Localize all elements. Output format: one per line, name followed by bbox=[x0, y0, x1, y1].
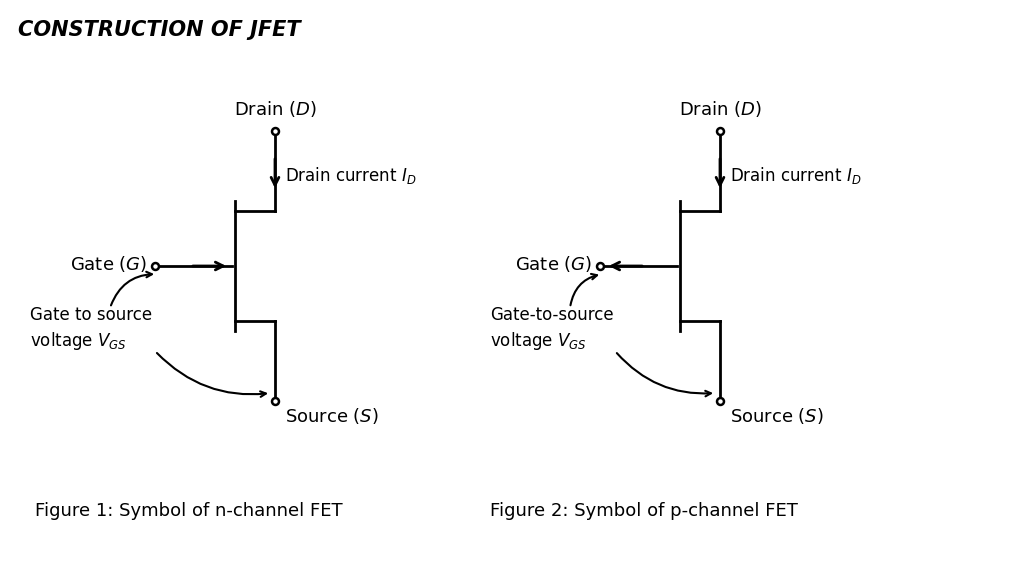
Text: Source ($S$): Source ($S$) bbox=[285, 406, 379, 426]
Text: Gate ($G$): Gate ($G$) bbox=[515, 254, 592, 274]
Text: Figure 1: Symbol of n-channel FET: Figure 1: Symbol of n-channel FET bbox=[35, 502, 343, 520]
Text: Gate ($G$): Gate ($G$) bbox=[70, 254, 147, 274]
Text: Drain current $I_D$: Drain current $I_D$ bbox=[285, 165, 417, 187]
Text: CONSTRUCTION OF JFET: CONSTRUCTION OF JFET bbox=[18, 20, 301, 40]
Text: Figure 2: Symbol of p-channel FET: Figure 2: Symbol of p-channel FET bbox=[490, 502, 798, 520]
Text: Drain ($D$): Drain ($D$) bbox=[233, 99, 316, 119]
Text: Gate-to-source
voltage $V_{GS}$: Gate-to-source voltage $V_{GS}$ bbox=[490, 306, 613, 353]
Text: Drain ($D$): Drain ($D$) bbox=[679, 99, 762, 119]
Text: Source ($S$): Source ($S$) bbox=[730, 406, 824, 426]
Text: Drain current $I_D$: Drain current $I_D$ bbox=[730, 165, 861, 187]
Text: Gate to source
voltage $V_{GS}$: Gate to source voltage $V_{GS}$ bbox=[30, 306, 153, 353]
